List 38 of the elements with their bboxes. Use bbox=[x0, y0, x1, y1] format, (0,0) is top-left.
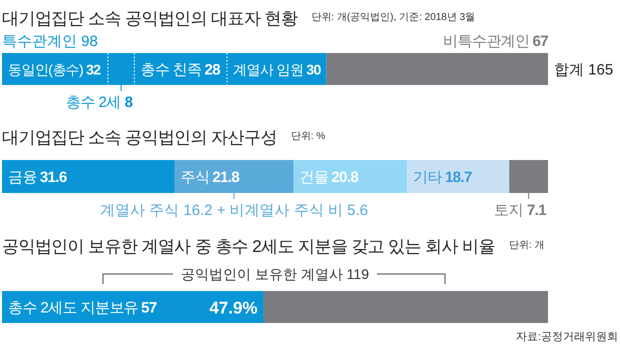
series-label: 토지 bbox=[494, 202, 523, 219]
chart-subtitle: 단위: % bbox=[290, 131, 326, 142]
series-label: 주식 bbox=[180, 169, 210, 186]
annotation: 47.9% bbox=[209, 298, 258, 318]
data-label: 32 bbox=[86, 62, 102, 78]
data-label: 28 bbox=[204, 62, 220, 78]
series-label: 건물 bbox=[300, 169, 328, 186]
data-label: 21.8 bbox=[212, 169, 240, 186]
data-label: 67 bbox=[532, 33, 548, 50]
data-label: 8 bbox=[124, 94, 133, 111]
series-label: 비특수관계인 bbox=[443, 33, 530, 50]
series-label: 총수 친족 bbox=[140, 62, 202, 78]
chart-subtitle: 단위: 개(공익법인), 기준: 2018년 3월 bbox=[311, 12, 476, 23]
series-label: 총수 2세 bbox=[66, 94, 121, 111]
text: 자료:공정거래위원회 bbox=[516, 331, 618, 343]
series-label: 금융 bbox=[8, 169, 37, 186]
text: 특수관계인 98 bbox=[2, 33, 98, 50]
bar bbox=[326, 53, 548, 85]
series-label: 총수 2세도 지분보유 bbox=[8, 300, 138, 316]
text: 공익법인이 보유한 계열사 119 bbox=[181, 266, 370, 282]
data-label: 31.6 bbox=[40, 169, 67, 186]
text: 계열사 주식 16.2 + 비계열사 주식 비 5.6 bbox=[100, 202, 368, 219]
series-label: 기타 bbox=[413, 169, 443, 186]
chart-title: 공익법인이 보유한 계열사 중 총수 2세도 지분을 갖고 있는 회사 비율 bbox=[2, 237, 495, 256]
series-label: 계열사 임원 bbox=[233, 62, 304, 78]
chart-title: 대기업집단 소속 공익법인의 대표자 현황 bbox=[2, 9, 298, 28]
chart-subtitle: 단위: 개 bbox=[508, 240, 544, 251]
bar bbox=[294, 160, 408, 193]
chart-title: 대기업집단 소속 공익법인의 자산구성 bbox=[2, 128, 277, 147]
series-label: 동일인(총수) bbox=[8, 62, 84, 78]
text: 합계 165 bbox=[554, 62, 614, 78]
bar bbox=[407, 160, 510, 193]
bar bbox=[2, 160, 175, 193]
data-label: 57 bbox=[141, 300, 157, 316]
data-label: 20.8 bbox=[331, 169, 358, 186]
data-label: 30 bbox=[306, 62, 322, 78]
data-label: 18.7 bbox=[444, 169, 472, 186]
data-label: 7.1 bbox=[526, 202, 546, 219]
